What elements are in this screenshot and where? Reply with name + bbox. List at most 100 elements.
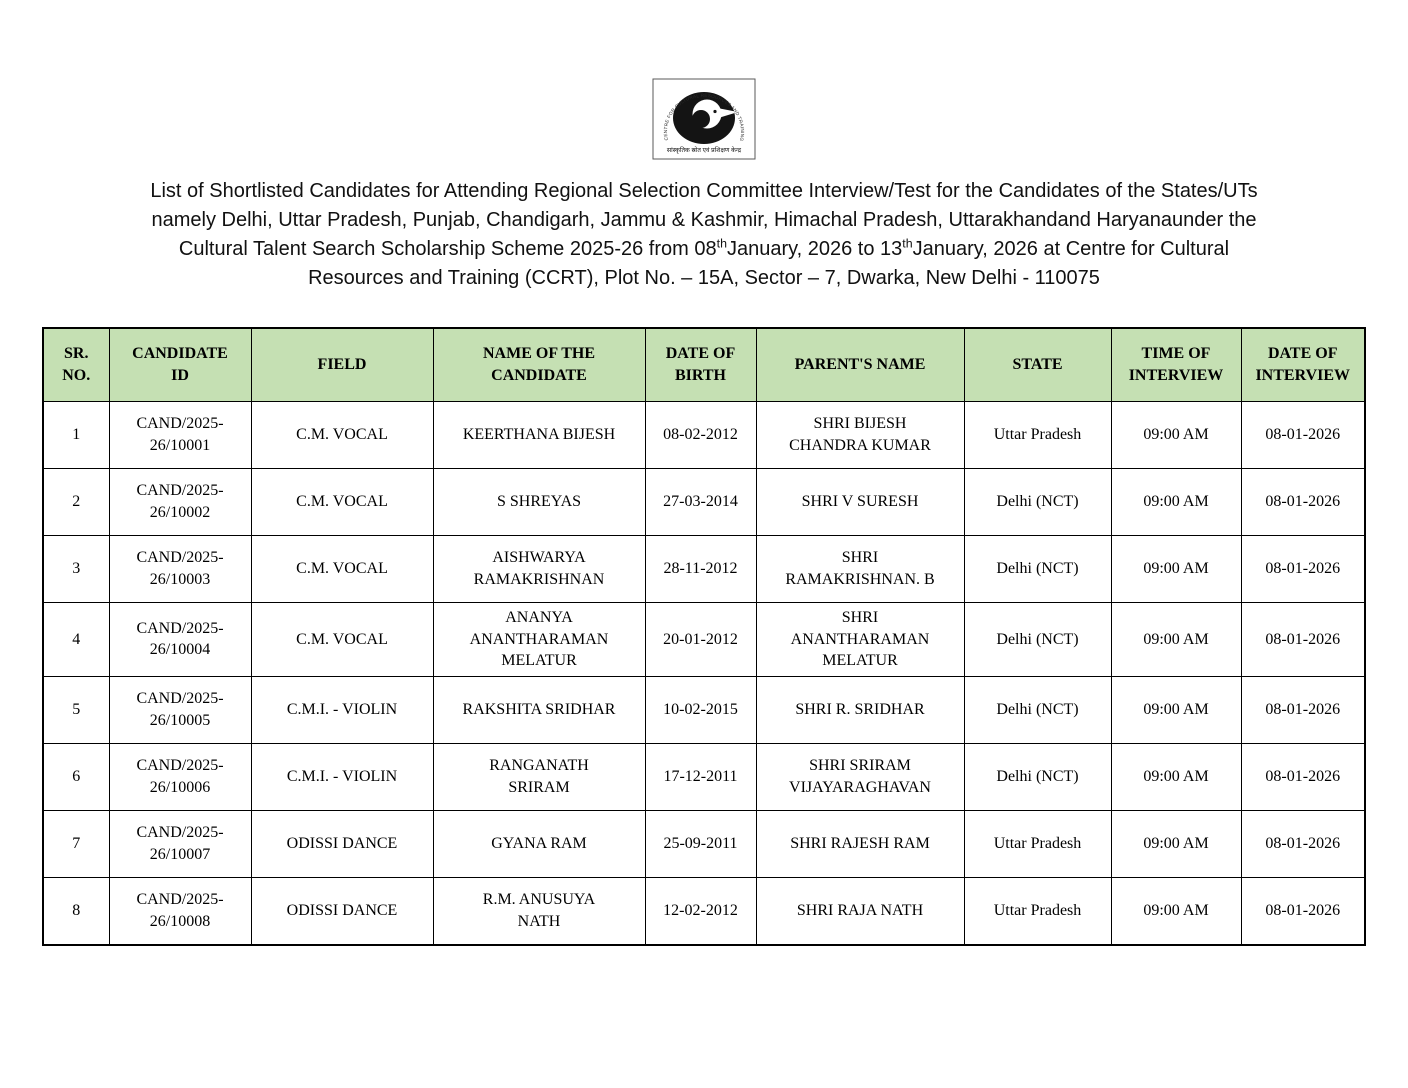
- table-cell: GYANA RAM: [432, 809, 646, 878]
- table-cell: 2: [42, 468, 110, 536]
- table-cell: 08-01-2026: [1240, 876, 1366, 946]
- table-cell: 08-01-2026: [1240, 809, 1366, 878]
- page-title: List of Shortlisted Candidates for Atten…: [129, 177, 1279, 293]
- column-header: TIME OF INTERVIEW: [1110, 327, 1242, 402]
- table-cell: SHRI R. SRIDHAR: [755, 675, 965, 744]
- table-cell: C.M. VOCAL: [250, 602, 434, 677]
- column-header: SR. NO.: [42, 327, 110, 402]
- table-cell: CAND/2025- 26/10006: [108, 742, 252, 811]
- column-header: DATE OF BIRTH: [644, 327, 757, 402]
- table-row: 5 CAND/2025- 26/10005 C.M.I. - VIOLIN RAKSH…: [42, 675, 1366, 744]
- table-cell: SHRI V SURESH: [755, 468, 965, 536]
- table-cell: AISHWARYA RAMAKRISHNAN: [432, 535, 646, 603]
- title-part-2: January, 2026 to 13: [726, 238, 903, 260]
- table-cell: Uttar Pradesh: [963, 809, 1112, 878]
- table-cell: 08-02-2012: [644, 401, 757, 469]
- table-row: 7 CAND/2025- 26/10007 ODISSI DANCE GYANA RA…: [42, 809, 1366, 878]
- table-cell: C.M. VOCAL: [250, 535, 434, 603]
- table-row: 2 CAND/2025- 26/10002 C.M. VOCAL S SHREYAS 2…: [42, 468, 1366, 536]
- table-cell: C.M. VOCAL: [250, 401, 434, 469]
- table-cell: Uttar Pradesh: [963, 876, 1112, 946]
- table-cell: Delhi (NCT): [963, 742, 1112, 811]
- table-cell: 08-01-2026: [1240, 401, 1366, 469]
- table-cell: 09:00 AM: [1110, 675, 1242, 744]
- table-cell: 08-01-2026: [1240, 602, 1366, 677]
- table-cell: SHRI ANANTHARAMAN MELATUR: [755, 602, 965, 677]
- table-cell: Delhi (NCT): [963, 675, 1112, 744]
- column-header: NAME OF THE CANDIDATE: [432, 327, 646, 402]
- table-cell: 4: [42, 602, 110, 677]
- table-cell: 09:00 AM: [1110, 742, 1242, 811]
- table-row: 4 CAND/2025- 26/10004 C.M. VOCAL ANANYA ANA…: [42, 602, 1366, 677]
- table-cell: 09:00 AM: [1110, 602, 1242, 677]
- table-cell: CAND/2025- 26/10003: [108, 535, 252, 603]
- table-cell: SHRI RAJESH RAM: [755, 809, 965, 878]
- table-cell: CAND/2025- 26/10004: [108, 602, 252, 677]
- table-cell: ODISSI DANCE: [250, 809, 434, 878]
- table-cell: 27-03-2014: [644, 468, 757, 536]
- table-cell: SHRI RAMAKRISHNAN. B: [755, 535, 965, 603]
- table-cell: 25-09-2011: [644, 809, 757, 878]
- table-cell: CAND/2025- 26/10007: [108, 809, 252, 878]
- table-cell: SHRI SRIRAM VIJAYARAGHAVAN: [755, 742, 965, 811]
- table-cell: 08-01-2026: [1240, 535, 1366, 603]
- table-cell: 7: [42, 809, 110, 878]
- table-cell: RANGANATH SRIRAM: [432, 742, 646, 811]
- table-cell: S SHREYAS: [432, 468, 646, 536]
- logo-container: CENTRE FOR CULTURAL RESOURCES AND TRAINI…: [652, 78, 756, 165]
- table-cell: ODISSI DANCE: [250, 876, 434, 946]
- table-cell: 28-11-2012: [644, 535, 757, 603]
- column-header: DATE OF INTERVIEW: [1240, 327, 1366, 402]
- table-cell: 5: [42, 675, 110, 744]
- title-part-1: List of Shortlisted Candidates for Atten…: [150, 180, 1258, 260]
- table-cell: Delhi (NCT): [963, 468, 1112, 536]
- table-cell: 17-12-2011: [644, 742, 757, 811]
- column-header: STATE: [963, 327, 1112, 402]
- table-cell: C.M.I. - VIOLIN: [250, 742, 434, 811]
- table-cell: 08-01-2026: [1240, 742, 1366, 811]
- table-cell: 09:00 AM: [1110, 468, 1242, 536]
- table-row: 6 CAND/2025- 26/10006 C.M.I. - VIOLIN RANGA…: [42, 742, 1366, 811]
- table-cell: 08-01-2026: [1240, 675, 1366, 744]
- table-cell: 09:00 AM: [1110, 535, 1242, 603]
- table-cell: 1: [42, 401, 110, 469]
- table-cell: 09:00 AM: [1110, 401, 1242, 469]
- table-cell: C.M.I. - VIOLIN: [250, 675, 434, 744]
- table-cell: CAND/2025- 26/10005: [108, 675, 252, 744]
- column-header: CANDIDATE ID: [108, 327, 252, 402]
- table-cell: 12-02-2012: [644, 876, 757, 946]
- table-cell: 6: [42, 742, 110, 811]
- table-cell: KEERTHANA BIJESH: [432, 401, 646, 469]
- column-header: PARENT'S NAME: [755, 327, 965, 402]
- table-cell: RAKSHITA SRIDHAR: [432, 675, 646, 744]
- table-cell: SHRI BIJESH CHANDRA KUMAR: [755, 401, 965, 469]
- table-cell: 10-02-2015: [644, 675, 757, 744]
- table-cell: SHRI RAJA NATH: [755, 876, 965, 946]
- table-cell: Uttar Pradesh: [963, 401, 1112, 469]
- table-cell: 8: [42, 876, 110, 946]
- table-cell: C.M. VOCAL: [250, 468, 434, 536]
- column-header: FIELD: [250, 327, 434, 402]
- ccrt-logo: CENTRE FOR CULTURAL RESOURCES AND TRAINI…: [652, 78, 756, 160]
- logo-swirl-center: [692, 110, 710, 128]
- table-cell: 3: [42, 535, 110, 603]
- table-cell: CAND/2025- 26/10002: [108, 468, 252, 536]
- logo-swan-beak: [712, 107, 738, 119]
- title-part-3: January, 2026 at Centre for Cultural Res…: [308, 238, 1230, 289]
- table-cell: R.M. ANUSUYA NATH: [432, 876, 646, 946]
- table-cell: 08-01-2026: [1240, 468, 1366, 536]
- table-header-row: SR. NO. CANDIDATE ID FIELD NAME OF THE CAND…: [42, 327, 1366, 402]
- table-cell: 09:00 AM: [1110, 876, 1242, 946]
- logo-hindi-text: सांस्कृतिक स्रोत एवं प्रशिक्षण केन्द्र: [667, 146, 742, 154]
- table-row: 8 CAND/2025- 26/10008 ODISSI DANCE R.M. ANU…: [42, 876, 1366, 946]
- title-superscript-1: th: [716, 236, 727, 251]
- table-cell: 20-01-2012: [644, 602, 757, 677]
- candidates-table: SR. NO. CANDIDATE ID FIELD NAME OF THE CAND…: [42, 327, 1366, 946]
- table-cell: CAND/2025- 26/10001: [108, 401, 252, 469]
- title-superscript-2: th: [902, 236, 913, 251]
- table-cell: ANANYA ANANTHARAMAN MELATUR: [432, 602, 646, 677]
- table-row: 3 CAND/2025- 26/10003 C.M. VOCAL AISHWARYA …: [42, 535, 1366, 603]
- table-row: 1 CAND/2025- 26/10001 C.M. VOCAL KEERTHANA …: [42, 401, 1366, 469]
- table-cell: Delhi (NCT): [963, 535, 1112, 603]
